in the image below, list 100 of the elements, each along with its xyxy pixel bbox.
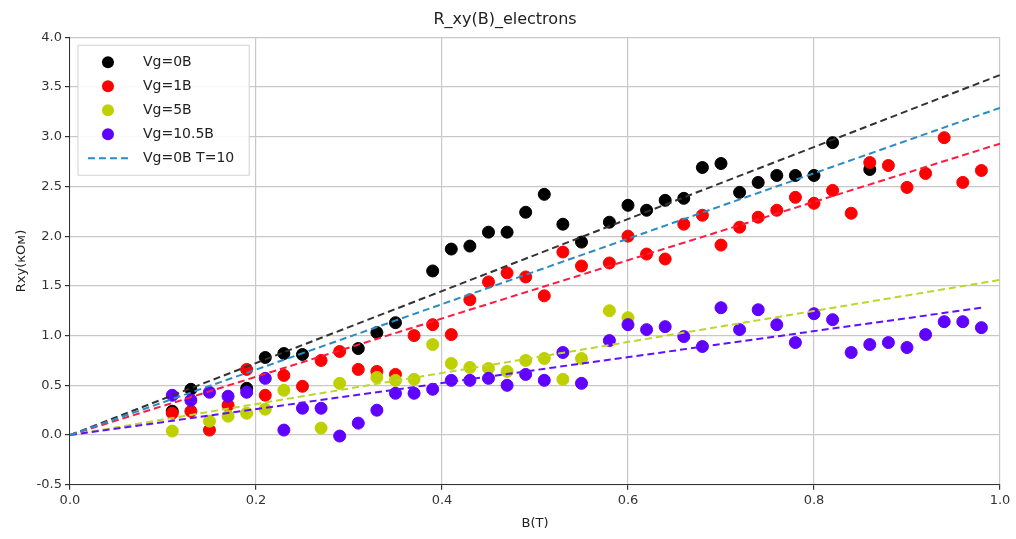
point xyxy=(770,318,784,332)
point xyxy=(602,304,616,318)
point xyxy=(826,313,840,327)
point xyxy=(602,334,616,348)
point xyxy=(695,161,709,174)
point xyxy=(556,217,570,231)
point xyxy=(463,239,477,253)
point xyxy=(165,424,179,438)
point xyxy=(277,383,291,397)
point xyxy=(714,157,728,171)
point xyxy=(956,175,970,189)
point xyxy=(519,205,533,219)
y-tick-label: 3.5 xyxy=(41,78,62,94)
point xyxy=(537,373,551,387)
point xyxy=(277,423,291,437)
point xyxy=(426,264,440,278)
point xyxy=(295,401,309,415)
point xyxy=(481,225,495,239)
point xyxy=(677,217,691,231)
point xyxy=(295,379,309,393)
point xyxy=(658,252,672,266)
point xyxy=(733,323,747,337)
point xyxy=(388,386,402,400)
point xyxy=(881,336,895,350)
point xyxy=(258,388,272,402)
legend-label: Vg=10.5B xyxy=(142,124,214,141)
point xyxy=(574,351,588,365)
point xyxy=(556,245,570,259)
point xyxy=(844,346,858,360)
point xyxy=(881,159,895,173)
y-tick-label: 1.0 xyxy=(41,326,62,342)
point xyxy=(751,175,765,189)
point xyxy=(444,356,458,370)
y-tick-label: 0.0 xyxy=(41,426,62,442)
point xyxy=(677,330,691,344)
point xyxy=(714,238,728,252)
point xyxy=(863,338,877,352)
x-tick-label: 0.2 xyxy=(245,491,267,507)
y-tick-label: 4.0 xyxy=(41,28,62,44)
point xyxy=(574,376,588,390)
x-tick-label: 0.4 xyxy=(431,491,453,507)
y-tick-label: 3.0 xyxy=(41,128,62,144)
point xyxy=(351,362,365,376)
point xyxy=(844,206,858,220)
point xyxy=(919,166,933,180)
point xyxy=(314,401,328,415)
point xyxy=(602,215,616,229)
point xyxy=(481,275,495,289)
x-tick-label: 0.0 xyxy=(59,491,81,507)
point xyxy=(500,378,514,392)
x-tick-label: 0.6 xyxy=(617,491,639,507)
point xyxy=(621,198,635,212)
point xyxy=(658,320,672,334)
point xyxy=(937,131,951,145)
x-axis-title: B(T) xyxy=(521,514,549,530)
y-axis-title: Rxy(кОм) xyxy=(13,229,29,293)
point xyxy=(370,370,384,384)
x-tick-label: 1.0 xyxy=(989,491,1011,507)
legend-label: Vg=0B xyxy=(142,52,192,69)
point xyxy=(956,315,970,329)
point xyxy=(314,421,328,435)
y-tick-label: 2.0 xyxy=(41,227,62,243)
point xyxy=(974,163,988,177)
y-tick-label: -0.5 xyxy=(36,476,62,492)
point xyxy=(202,414,216,428)
point xyxy=(900,180,914,194)
legend-label: Vg=5B xyxy=(142,100,192,117)
point xyxy=(314,353,328,367)
point xyxy=(407,386,421,400)
point xyxy=(974,321,988,335)
point xyxy=(733,185,747,199)
point xyxy=(937,315,951,329)
point xyxy=(537,187,551,201)
point xyxy=(500,225,514,239)
point xyxy=(919,328,933,342)
y-tick-label: 2.5 xyxy=(41,177,62,193)
point xyxy=(444,242,458,256)
point xyxy=(826,183,840,197)
point xyxy=(277,368,291,382)
point xyxy=(788,336,802,350)
point xyxy=(751,303,765,317)
point xyxy=(574,235,588,249)
point xyxy=(500,266,514,280)
point xyxy=(351,416,365,430)
point xyxy=(463,293,477,307)
point xyxy=(863,156,877,170)
point xyxy=(426,338,440,352)
legend-label: Vg=1B xyxy=(142,76,192,93)
point xyxy=(407,329,421,343)
point xyxy=(788,190,802,204)
point xyxy=(444,328,458,342)
point xyxy=(370,403,384,417)
point xyxy=(640,323,654,337)
point xyxy=(221,389,235,403)
point xyxy=(333,376,347,390)
point xyxy=(240,385,254,399)
point xyxy=(333,429,347,443)
point xyxy=(788,168,802,182)
chart-title: R_xy(B)_electrons xyxy=(433,8,577,29)
point xyxy=(714,301,728,315)
